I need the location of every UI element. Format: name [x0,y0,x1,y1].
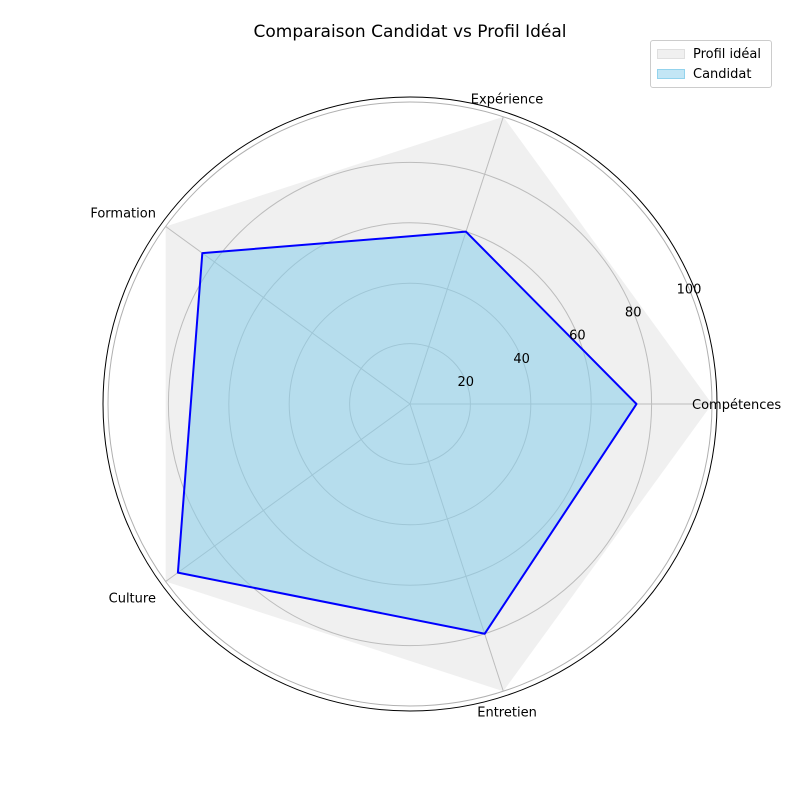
labels-layer: Compétences Expérience Formation Culture Ent… [90,92,781,720]
category-label-1: Expérience [471,92,544,107]
legend-swatch-ideal [657,49,685,59]
r-tick-label-40: 40 [513,352,530,367]
r-tick-label-100: 100 [677,282,702,297]
legend-swatch-candidat [657,69,685,79]
legend-entry-ideal: Profil idéal [657,44,765,64]
chart-title: Comparaison Candidat vs Profil Idéal [254,22,567,42]
category-label-0: Compétences [692,398,781,413]
legend-label-candidat: Candidat [693,66,752,82]
r-tick-label-60: 60 [569,329,586,344]
legend-label-ideal: Profil idéal [693,46,761,62]
category-label-4: Entretien [477,706,537,721]
series-layer [165,116,712,692]
series-candidat-area [176,230,638,635]
category-label-2: Formation [90,206,156,221]
polar-frame [102,96,718,712]
legend: Profil idéal Candidat [650,40,772,88]
r-tick-label-80: 80 [625,306,642,321]
legend-entry-candidat: Candidat [657,64,765,84]
category-label-3: Culture [109,592,156,607]
r-tick-label-20: 20 [458,375,475,390]
